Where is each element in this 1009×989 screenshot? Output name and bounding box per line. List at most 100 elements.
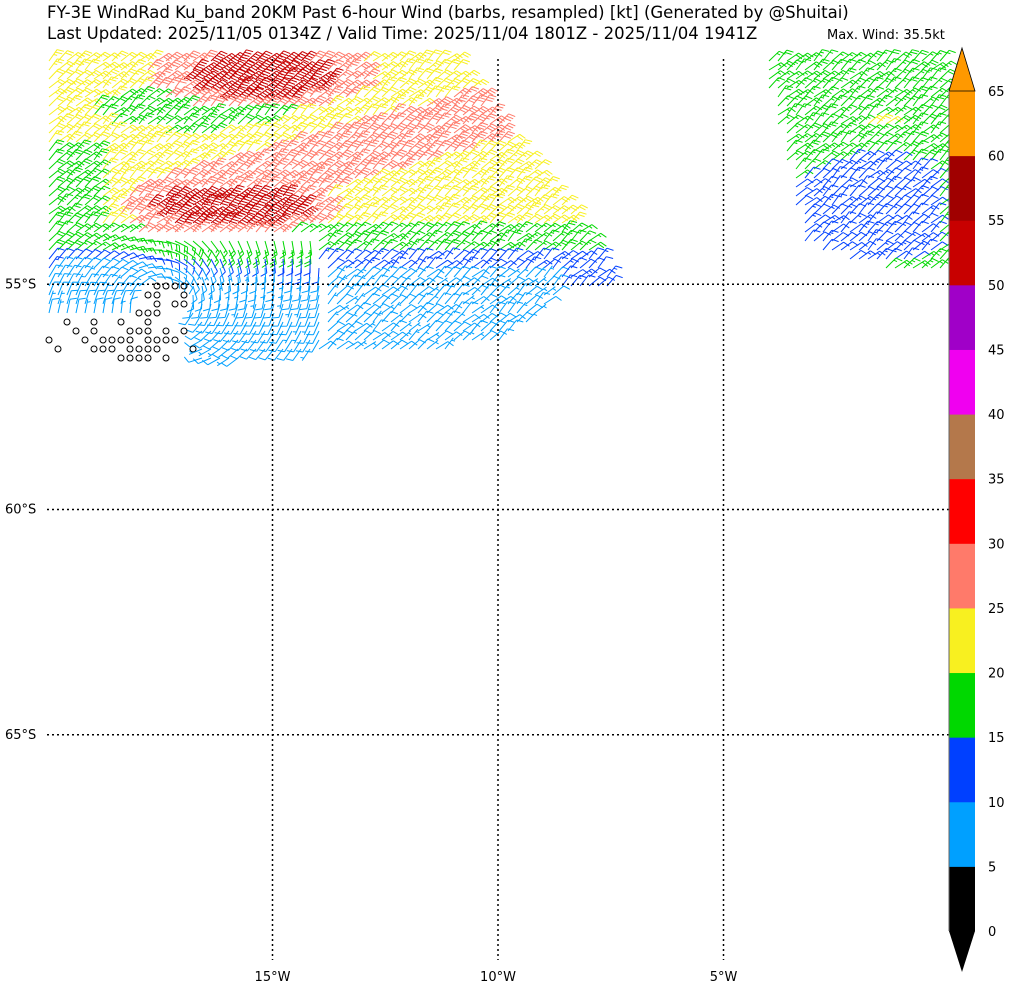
wind-barb bbox=[246, 220, 263, 233]
wind-barb bbox=[867, 158, 885, 170]
wind-barb bbox=[417, 184, 434, 197]
wind-barb bbox=[588, 232, 607, 242]
wind-barb bbox=[255, 77, 272, 91]
wind-barb bbox=[903, 211, 920, 224]
wind-barb bbox=[111, 187, 130, 197]
wind-barb bbox=[102, 187, 121, 197]
wind-barb bbox=[570, 229, 587, 242]
wind-barb bbox=[804, 70, 823, 80]
calm-wind-circle bbox=[45, 336, 53, 344]
wind-barb bbox=[822, 60, 840, 71]
wind-barb bbox=[849, 115, 868, 125]
wind-barb bbox=[939, 49, 956, 62]
wind-barb bbox=[219, 193, 236, 206]
wind-barb bbox=[354, 85, 371, 98]
wind-barb bbox=[264, 294, 275, 311]
wind-barb bbox=[220, 294, 230, 311]
wind-barb bbox=[426, 339, 439, 350]
wind-barb bbox=[197, 312, 212, 326]
wind-barb bbox=[399, 139, 416, 152]
wind-barb bbox=[822, 113, 840, 125]
wind-barb bbox=[930, 160, 949, 170]
wind-barb bbox=[480, 113, 498, 125]
wind-barb bbox=[211, 348, 230, 359]
wind-barb bbox=[453, 105, 471, 116]
wind-barb bbox=[156, 167, 174, 179]
calm-wind-circle bbox=[171, 282, 179, 290]
wind-barb bbox=[201, 276, 208, 296]
wind-barb bbox=[489, 167, 507, 179]
wind-barb bbox=[444, 177, 462, 188]
wind-barb bbox=[408, 221, 426, 233]
wind-barb bbox=[216, 357, 230, 367]
wind-barb bbox=[525, 311, 538, 323]
wind-barb bbox=[138, 222, 156, 233]
wind-barb bbox=[453, 283, 470, 296]
wind-barb bbox=[480, 94, 497, 107]
wind-barb bbox=[237, 49, 254, 62]
wind-barb bbox=[268, 339, 284, 353]
wind-barb bbox=[111, 243, 131, 251]
calm-wind-circle bbox=[144, 345, 152, 353]
wind-barb bbox=[921, 238, 938, 251]
wind-barb bbox=[381, 340, 400, 350]
wind-barb bbox=[75, 149, 93, 161]
wind-barb bbox=[228, 158, 246, 170]
wind-barb bbox=[930, 87, 949, 98]
wind-barb bbox=[93, 223, 112, 233]
wind-barb bbox=[471, 150, 490, 161]
wind-barb bbox=[102, 234, 122, 242]
wind-barb bbox=[471, 304, 485, 314]
wind-barb bbox=[822, 193, 839, 206]
wind-barb bbox=[273, 213, 292, 226]
calm-wind-circle bbox=[126, 336, 134, 344]
wind-barb bbox=[426, 105, 444, 116]
wind-barb bbox=[498, 113, 516, 125]
wind-barb bbox=[831, 193, 848, 206]
lat-tick-label: 65°S bbox=[5, 728, 36, 743]
wind-barb bbox=[120, 166, 137, 179]
wind-barb bbox=[462, 230, 480, 242]
wind-barb bbox=[174, 141, 193, 152]
wind-barb bbox=[210, 122, 228, 134]
wind-barb bbox=[210, 70, 229, 83]
wind-barb bbox=[269, 330, 284, 344]
wind-barb bbox=[102, 289, 115, 305]
wind-barb bbox=[183, 205, 202, 218]
wind-barb bbox=[417, 292, 434, 305]
wind-barb bbox=[165, 276, 180, 289]
wind-barb bbox=[372, 103, 389, 116]
wind-barb bbox=[822, 220, 839, 233]
wind-barb bbox=[462, 78, 480, 89]
wind-barb bbox=[435, 96, 453, 107]
wind-barb bbox=[174, 159, 193, 170]
wind-barb bbox=[840, 79, 859, 89]
wind-barb bbox=[885, 67, 902, 80]
wind-barb bbox=[912, 166, 929, 179]
wind-barb bbox=[795, 195, 813, 206]
wind-barb bbox=[246, 168, 264, 179]
wind-barb bbox=[363, 79, 382, 89]
wind-barb bbox=[165, 131, 183, 143]
wind-barb bbox=[930, 121, 947, 134]
wind-barb bbox=[66, 78, 85, 89]
wind-barb bbox=[273, 77, 291, 90]
wind-barb bbox=[822, 121, 839, 134]
wind-barb bbox=[822, 70, 841, 80]
wind-barb bbox=[912, 178, 931, 188]
wind-barb bbox=[174, 167, 192, 179]
wind-barb bbox=[120, 88, 139, 98]
wind-barb bbox=[444, 160, 463, 170]
wind-barb bbox=[255, 294, 266, 311]
wind-barb bbox=[381, 123, 399, 134]
wind-barb bbox=[885, 76, 902, 89]
wind-barb bbox=[290, 294, 302, 311]
wind-barb bbox=[894, 239, 912, 251]
wind-barb bbox=[260, 285, 266, 300]
calm-wind-circle bbox=[99, 336, 107, 344]
colorbar-tick-label: 45 bbox=[988, 343, 1005, 358]
wind-barb bbox=[417, 239, 435, 251]
wind-barb bbox=[399, 283, 416, 296]
wind-barb bbox=[381, 238, 398, 251]
wind-barb bbox=[156, 103, 173, 116]
